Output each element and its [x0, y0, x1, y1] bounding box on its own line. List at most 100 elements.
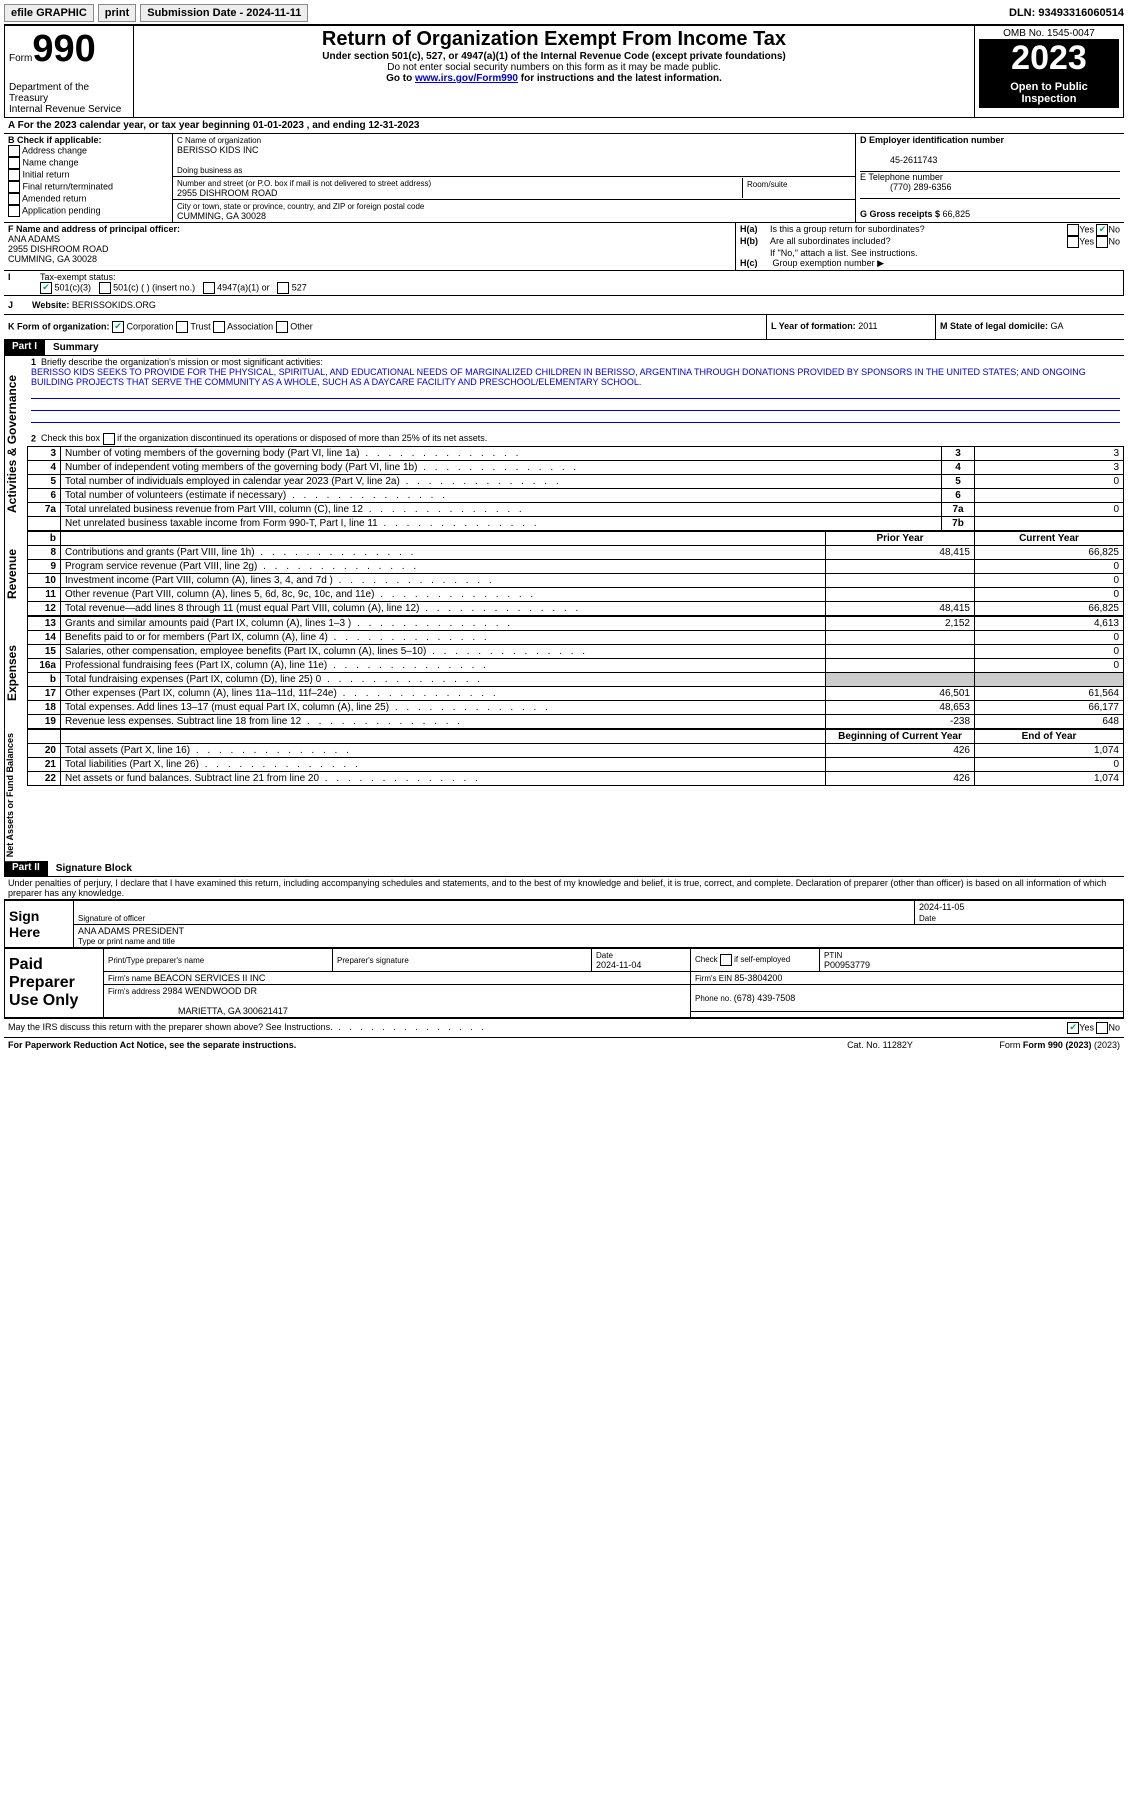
table-row: 9 Program service revenue (Part VIII, li… [28, 560, 1124, 574]
current-value: 0 [975, 574, 1124, 588]
opt-final: Final return/terminated [23, 181, 114, 191]
prior-value: 46,501 [826, 687, 975, 701]
k-opt-2: Association [227, 321, 273, 331]
k-trust-checkbox[interactable] [176, 321, 188, 333]
box-number: 6 [942, 489, 975, 503]
pending-checkbox[interactable] [8, 205, 20, 217]
line-text: Other revenue (Part VIII, column (A), li… [61, 588, 826, 602]
i-opt-1: 501(c) ( ) (insert no.) [113, 282, 195, 292]
tax-year-begin: 01-01-2023 [253, 120, 304, 131]
line-number: 7a [28, 503, 61, 517]
box-number: 4 [942, 461, 975, 475]
paid-preparer-label: Paid Preparer Use Only [5, 949, 104, 1018]
top-bar: efile GRAPHIC print Submission Date - 20… [4, 4, 1124, 25]
phone-value: (678) 439-7508 [734, 993, 796, 1003]
ha-no-checkbox[interactable] [1096, 224, 1108, 236]
table-row: 6 Total number of volunteers (estimate i… [28, 489, 1124, 503]
blank [61, 730, 826, 744]
rev-tab: Revenue [4, 531, 27, 616]
4947-checkbox[interactable] [203, 282, 215, 294]
hb-no-checkbox[interactable] [1096, 236, 1108, 248]
mission-text: BERISSO KIDS SEEKS TO PROVIDE FOR THE PH… [31, 367, 1086, 387]
header-center: Return of Organization Exempt From Incom… [134, 26, 974, 117]
amended-checkbox[interactable] [8, 193, 20, 205]
prior-value [826, 560, 975, 574]
footer-form: Form Form 990 (2023) (2023) [980, 1040, 1120, 1050]
firm-addr-label: Firm's address [108, 987, 162, 996]
exp-tab: Expenses [4, 616, 27, 729]
part1-label: Part I [4, 340, 45, 355]
501c3-checkbox[interactable] [40, 282, 52, 294]
dba-label: Doing business as [177, 166, 242, 175]
discuss-yes-checkbox[interactable] [1067, 1022, 1079, 1034]
irs-link[interactable]: www.irs.gov/Form990 [415, 73, 518, 84]
i-opt-3: 527 [292, 282, 307, 292]
hb-yes-checkbox[interactable] [1067, 236, 1079, 248]
section-h: H(a) Is this a group return for subordin… [736, 223, 1124, 270]
i-opt-0: 501(c)(3) [55, 282, 92, 292]
ptin-label: PTIN [824, 951, 842, 960]
name-change-checkbox[interactable] [8, 157, 20, 169]
table-row: 22 Net assets or fund balances. Subtract… [28, 772, 1124, 786]
header-left: Form990 Department of the Treasury Inter… [5, 26, 134, 117]
527-checkbox[interactable] [277, 282, 289, 294]
k-other-checkbox[interactable] [276, 321, 288, 333]
final-return-checkbox[interactable] [8, 181, 20, 193]
officer-sign-date: 2024-11-05 [915, 901, 1124, 914]
table-row: Net unrelated business taxable income fr… [28, 517, 1124, 531]
h-note: If "No," attach a list. See instructions… [740, 248, 1120, 258]
form-title: Return of Organization Exempt From Incom… [138, 28, 970, 51]
opt-name: Name change [23, 157, 79, 167]
firm-ein: 85-3804200 [734, 973, 782, 983]
line-number: 3 [28, 447, 61, 461]
501c-checkbox[interactable] [99, 282, 111, 294]
print-button[interactable]: print [98, 4, 136, 22]
k-assoc-checkbox[interactable] [213, 321, 225, 333]
org-name-label: C Name of organization [177, 136, 261, 145]
hc-label: H(c) [740, 258, 770, 268]
line-number: 12 [28, 602, 61, 616]
net-tab: Net Assets or Fund Balances [4, 729, 27, 861]
table-row: 7a Total unrelated business revenue from… [28, 503, 1124, 517]
irs-label: Internal Revenue Service [9, 104, 121, 115]
hb-yes: Yes [1079, 236, 1094, 246]
efile-button[interactable]: efile GRAPHIC [4, 4, 94, 22]
fh-row: F Name and address of principal officer:… [4, 223, 1124, 271]
line-text: Professional fundraising fees (Part IX, … [61, 659, 826, 673]
officer-signed-name: ANA ADAMS PRESIDENT [78, 926, 184, 936]
line-number: 9 [28, 560, 61, 574]
table-row: 12 Total revenue—add lines 8 through 11 … [28, 602, 1124, 616]
prior-value [826, 659, 975, 673]
table-header-row: b Prior Year Current Year [28, 532, 1124, 546]
sub-date: 2024-11-11 [246, 7, 301, 19]
current-value: 0 [975, 588, 1124, 602]
current-value: 66,825 [975, 546, 1124, 560]
opt-amended: Amended return [22, 193, 87, 203]
table-row: 8 Contributions and grants (Part VIII, l… [28, 546, 1124, 560]
ha-no: No [1108, 224, 1120, 234]
k-corp-checkbox[interactable] [112, 321, 124, 333]
line-number: 19 [28, 715, 61, 729]
discuss-no-checkbox[interactable] [1096, 1022, 1108, 1034]
firm-name: BEACON SERVICES II INC [154, 973, 265, 983]
org-address: 2955 DISHROOM ROAD [177, 188, 278, 198]
table-row: 17 Other expenses (Part IX, column (A), … [28, 687, 1124, 701]
part2-header: Part II Signature Block [4, 861, 1124, 877]
prior-value: -238 [826, 715, 975, 729]
hb-no: No [1108, 236, 1120, 246]
prep-sig-label: Preparer's signature [337, 956, 409, 965]
self-employed-checkbox[interactable] [720, 954, 732, 966]
city-label: City or town, state or province, country… [177, 202, 424, 211]
initial-return-checkbox[interactable] [8, 169, 20, 181]
type-name-label: Type or print name and title [78, 937, 175, 946]
ha-yes-checkbox[interactable] [1067, 224, 1079, 236]
q2-checkbox[interactable] [103, 433, 115, 445]
part1-exp: Expenses 13 Grants and similar amounts p… [4, 616, 1124, 729]
part1-body: Activities & Governance 1 Briefly descri… [4, 356, 1124, 531]
prior-value: 48,653 [826, 701, 975, 715]
submission-date: Submission Date - 2024-11-11 [140, 4, 308, 22]
blueline [31, 399, 1120, 411]
addr-change-checkbox[interactable] [8, 145, 20, 157]
line-text: Program service revenue (Part VIII, line… [61, 560, 826, 574]
section-a: A For the 2023 calendar year, or tax yea… [4, 118, 1124, 134]
